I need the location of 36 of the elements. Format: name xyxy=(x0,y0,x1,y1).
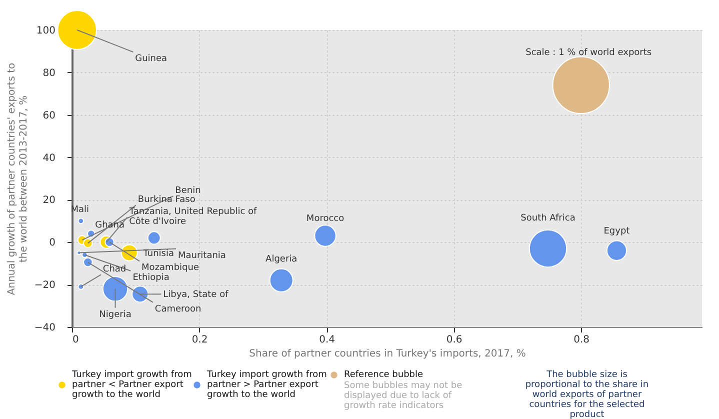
y-axis-title: Annual growth of partner countries' exports to the world between 2013-2017, % xyxy=(6,62,30,296)
annotation: Cameroon xyxy=(154,304,202,314)
y-tick-label: 40 xyxy=(42,152,56,164)
annotation: Mozambique xyxy=(142,263,200,274)
annotation: Nigeria xyxy=(99,310,132,320)
annotation: Benin xyxy=(175,186,201,196)
text: The bubble size is proportional to the share in world exports of partner countries for the selected product xyxy=(525,370,649,419)
annotation: Guinea xyxy=(135,54,168,64)
x-tick-label: 0.8 xyxy=(574,334,590,346)
legend-label: Reference bubble xyxy=(344,370,424,380)
annotation: Egypt xyxy=(604,226,630,237)
y-tick-label: 80 xyxy=(42,68,56,79)
annotation: Algeria xyxy=(266,254,298,264)
y-tick-label: −20 xyxy=(34,280,56,292)
annotation: Ethiopia xyxy=(132,272,170,283)
x-tick-label: 0.2 xyxy=(192,334,208,346)
legend-label: Turkey import growth from partner < Partner export growth to the world xyxy=(71,370,192,400)
x-tick-label: 0 xyxy=(72,334,79,346)
x-tick-label: 0.4 xyxy=(319,334,335,346)
annotation: South Africa xyxy=(520,214,576,224)
y-tick-label: 20 xyxy=(42,195,56,206)
y-tick-label: −40 xyxy=(34,322,56,334)
x-axis-title: Share of partner countries in Turkey's imports, 2017, % xyxy=(249,348,526,360)
annotation: Libya, State of xyxy=(163,290,230,300)
annotation: Tunisia xyxy=(142,248,174,259)
annotation: Scale : 1 % of world exports xyxy=(526,48,652,58)
annotation: Côte d'Ivoire xyxy=(129,216,186,227)
legend-label: Turkey import growth from partner > Partner export growth to the world xyxy=(206,370,327,400)
x-tick-label: 0.6 xyxy=(446,334,462,346)
text: Some bubbles may not be displayed due to lack of growth rate indicators xyxy=(344,381,463,411)
annotation: Morocco xyxy=(306,214,345,224)
y-tick-label: 100 xyxy=(36,26,56,36)
y-tick-label: 60 xyxy=(42,110,56,122)
annotation: Mauritania xyxy=(178,250,226,261)
annotation: Chad xyxy=(102,264,126,275)
y-tick-label: 0 xyxy=(49,238,56,249)
